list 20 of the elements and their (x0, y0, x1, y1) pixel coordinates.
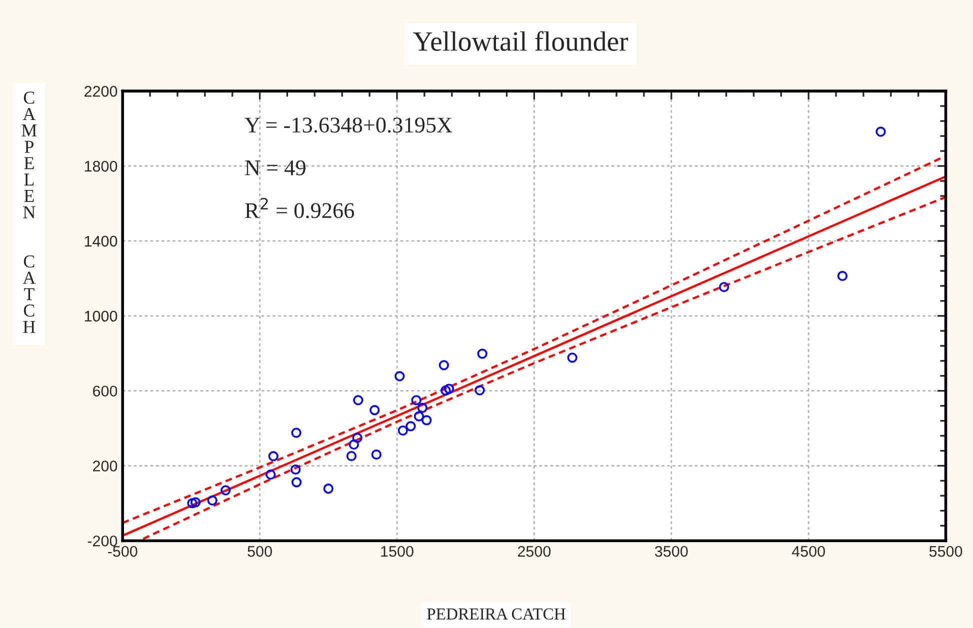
x-tick-label: 3500 (654, 546, 688, 557)
annotation: N = 49 (245, 160, 306, 176)
y-tick-label: 1800 (84, 160, 118, 172)
y-tick-label: 1400 (84, 236, 118, 247)
x-tick-label: 4500 (792, 546, 825, 557)
y-tick-label: 600 (93, 386, 118, 397)
y-tick-label: 1000 (84, 310, 118, 322)
x-tick-label: 2500 (518, 546, 551, 557)
x-tick-label: 1500 (381, 546, 414, 557)
x-tick-label: 500 (248, 546, 272, 557)
x-tick-label: 5500 (929, 546, 962, 557)
annotation: Y = -13.6348+0.3195X (244, 118, 452, 133)
annotation: R$^{2}$ = 0.9266 (245, 198, 354, 218)
x-axis-title: PEDREIRA CATCH (427, 608, 566, 620)
x-tick-label: -500 (108, 546, 138, 557)
y-tick-label: 200 (93, 460, 118, 472)
y-tick-label: -200 (88, 536, 118, 546)
y-tick-label: 2200 (84, 86, 118, 97)
chart-title: Yellowtail flounder (413, 31, 628, 51)
text: CAMPELEN CATCH (22, 92, 37, 333)
